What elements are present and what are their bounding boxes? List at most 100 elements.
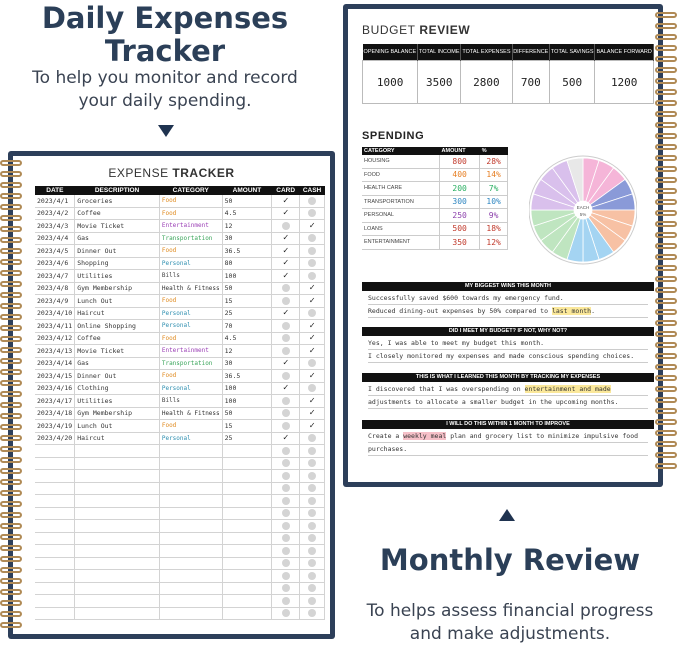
expense-empty-cell[interactable]: [74, 607, 160, 620]
expense-empty-check-cell[interactable]: [271, 557, 301, 570]
expense-empty-check-cell[interactable]: [299, 544, 325, 558]
expense-empty-check-cell[interactable]: [299, 482, 325, 495]
expense-card-cell[interactable]: ✓: [271, 232, 301, 245]
expense-cash-cell[interactable]: [299, 232, 325, 245]
expense-empty-check-cell[interactable]: [271, 544, 301, 558]
expense-empty-cell[interactable]: [159, 457, 223, 470]
expense-card-cell[interactable]: ✓: [271, 244, 301, 258]
expense-empty-cell[interactable]: [74, 469, 160, 483]
expense-empty-check-cell[interactable]: [299, 607, 325, 620]
expense-empty-cell[interactable]: [35, 557, 76, 570]
expense-empty-cell[interactable]: [222, 582, 273, 595]
expense-card-cell[interactable]: ✓: [271, 357, 301, 370]
expense-empty-check-cell[interactable]: [299, 444, 325, 458]
expense-empty-check-cell[interactable]: [271, 507, 301, 520]
expense-empty-cell[interactable]: [74, 519, 160, 533]
expense-empty-check-cell[interactable]: [299, 532, 325, 545]
expense-cash-cell[interactable]: [299, 432, 325, 445]
expense-cash-cell[interactable]: ✓: [299, 282, 325, 295]
expense-cash-cell[interactable]: [299, 207, 325, 220]
expense-card-cell[interactable]: ✓: [271, 257, 301, 270]
expense-empty-cell[interactable]: [35, 582, 76, 595]
expense-empty-cell[interactable]: [159, 507, 223, 520]
expense-empty-cell[interactable]: [74, 444, 160, 458]
expense-empty-check-cell[interactable]: [299, 469, 325, 483]
expense-empty-check-cell[interactable]: [271, 582, 301, 595]
expense-card-cell[interactable]: [271, 394, 301, 408]
expense-empty-cell[interactable]: [35, 607, 76, 620]
expense-card-cell[interactable]: [271, 294, 301, 308]
expense-empty-check-cell[interactable]: [299, 519, 325, 533]
expense-empty-check-cell[interactable]: [271, 607, 301, 620]
expense-card-cell[interactable]: ✓: [271, 382, 301, 395]
expense-empty-cell[interactable]: [35, 494, 76, 508]
expense-empty-cell[interactable]: [35, 569, 76, 583]
expense-empty-cell[interactable]: [159, 544, 223, 558]
expense-card-cell[interactable]: [271, 332, 301, 345]
expense-empty-cell[interactable]: [35, 507, 76, 520]
expense-empty-check-cell[interactable]: [299, 507, 325, 520]
expense-cash-cell[interactable]: [299, 269, 325, 283]
expense-empty-check-cell[interactable]: [271, 494, 301, 508]
expense-empty-cell[interactable]: [35, 444, 76, 458]
expense-empty-cell[interactable]: [74, 482, 160, 495]
expense-empty-cell[interactable]: [222, 594, 273, 608]
expense-cash-cell[interactable]: ✓: [299, 319, 325, 333]
expense-empty-check-cell[interactable]: [299, 582, 325, 595]
expense-empty-cell[interactable]: [222, 457, 273, 470]
expense-empty-cell[interactable]: [222, 532, 273, 545]
expense-empty-cell[interactable]: [159, 569, 223, 583]
expense-card-cell[interactable]: ✓: [271, 432, 301, 445]
expense-card-cell[interactable]: ✓: [271, 269, 301, 283]
expense-empty-cell[interactable]: [222, 519, 273, 533]
expense-empty-check-cell[interactable]: [299, 594, 325, 608]
expense-empty-cell[interactable]: [222, 444, 273, 458]
expense-empty-cell[interactable]: [159, 607, 223, 620]
expense-empty-cell[interactable]: [159, 582, 223, 595]
expense-empty-cell[interactable]: [222, 544, 273, 558]
expense-empty-cell[interactable]: [222, 494, 273, 508]
expense-cash-cell[interactable]: [299, 257, 325, 270]
expense-empty-check-cell[interactable]: [271, 569, 301, 583]
expense-card-cell[interactable]: ✓: [271, 207, 301, 220]
expense-cash-cell[interactable]: ✓: [299, 332, 325, 345]
expense-empty-cell[interactable]: [74, 569, 160, 583]
expense-empty-check-cell[interactable]: [271, 457, 301, 470]
expense-empty-cell[interactable]: [35, 469, 76, 483]
expense-cash-cell[interactable]: ✓: [299, 407, 325, 420]
expense-empty-cell[interactable]: [35, 482, 76, 495]
expense-empty-cell[interactable]: [35, 457, 76, 470]
expense-cash-cell[interactable]: ✓: [299, 394, 325, 408]
expense-cash-cell[interactable]: [299, 195, 325, 208]
expense-empty-cell[interactable]: [222, 469, 273, 483]
expense-card-cell[interactable]: [271, 282, 301, 295]
expense-empty-check-cell[interactable]: [271, 532, 301, 545]
expense-card-cell[interactable]: [271, 419, 301, 433]
expense-empty-cell[interactable]: [222, 507, 273, 520]
expense-empty-cell[interactable]: [74, 582, 160, 595]
expense-empty-check-cell[interactable]: [299, 457, 325, 470]
expense-empty-cell[interactable]: [74, 594, 160, 608]
expense-cash-cell[interactable]: [299, 244, 325, 258]
expense-empty-cell[interactable]: [74, 457, 160, 470]
expense-empty-cell[interactable]: [35, 519, 76, 533]
expense-card-cell[interactable]: [271, 369, 301, 383]
expense-cash-cell[interactable]: ✓: [299, 219, 325, 233]
expense-empty-check-cell[interactable]: [299, 557, 325, 570]
expense-cash-cell[interactable]: [299, 382, 325, 395]
expense-cash-cell[interactable]: ✓: [299, 369, 325, 383]
expense-cash-cell[interactable]: ✓: [299, 294, 325, 308]
expense-empty-cell[interactable]: [222, 569, 273, 583]
expense-empty-cell[interactable]: [74, 532, 160, 545]
expense-card-cell[interactable]: [271, 319, 301, 333]
expense-empty-cell[interactable]: [74, 494, 160, 508]
expense-empty-check-cell[interactable]: [299, 494, 325, 508]
expense-empty-cell[interactable]: [74, 507, 160, 520]
expense-card-cell[interactable]: ✓: [271, 307, 301, 320]
expense-card-cell[interactable]: [271, 219, 301, 233]
expense-card-cell[interactable]: [271, 344, 301, 358]
expense-empty-cell[interactable]: [222, 482, 273, 495]
expense-empty-cell[interactable]: [159, 444, 223, 458]
expense-empty-check-cell[interactable]: [271, 444, 301, 458]
expense-empty-check-cell[interactable]: [271, 519, 301, 533]
